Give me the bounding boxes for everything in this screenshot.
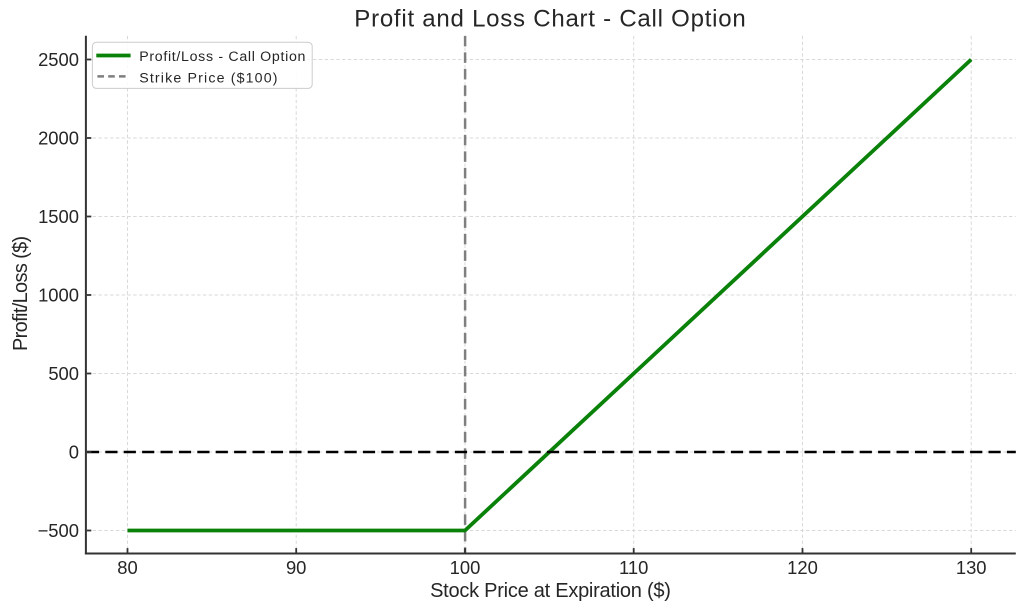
svg-text:500: 500 (48, 363, 79, 384)
svg-text:90: 90 (286, 557, 306, 578)
svg-text:Profit/Loss - Call Option: Profit/Loss - Call Option (139, 49, 305, 65)
svg-text:Strike Price ($100): Strike Price ($100) (139, 70, 277, 86)
svg-text:2000: 2000 (38, 128, 79, 149)
svg-text:Profit/Loss ($): Profit/Loss ($) (10, 236, 32, 351)
svg-text:Stock Price at Expiration ($): Stock Price at Expiration ($) (430, 580, 671, 602)
svg-text:1500: 1500 (38, 206, 79, 227)
svg-text:120: 120 (787, 557, 818, 578)
svg-text:80: 80 (117, 557, 137, 578)
svg-text:130: 130 (956, 557, 987, 578)
svg-text:110: 110 (619, 557, 648, 578)
svg-text:0: 0 (69, 442, 79, 463)
svg-text:1000: 1000 (38, 285, 79, 306)
svg-text:100: 100 (450, 557, 481, 578)
svg-text:Profit and Loss Chart - Call O: Profit and Loss Chart - Call Option (354, 6, 745, 33)
svg-text:2500: 2500 (38, 49, 79, 70)
svg-text:−500: −500 (38, 520, 79, 541)
